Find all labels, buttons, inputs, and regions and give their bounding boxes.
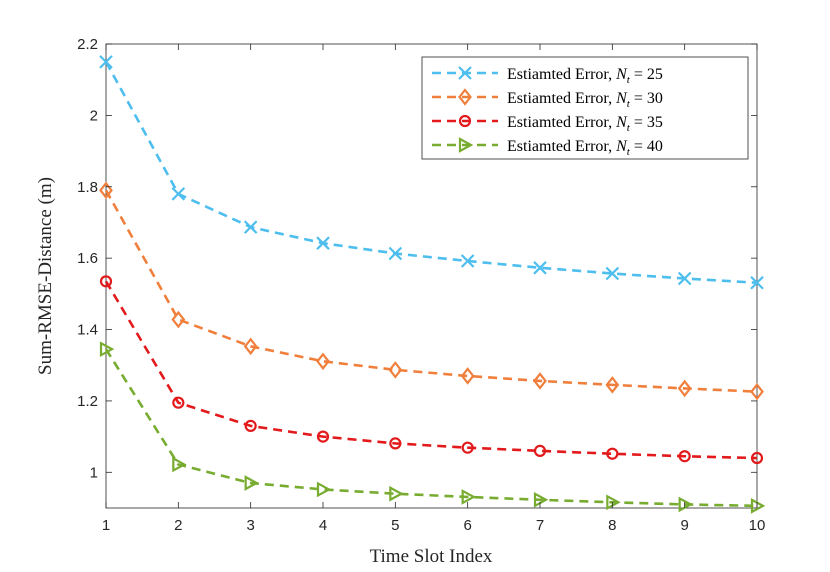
data-point [605, 376, 620, 394]
data-point [606, 447, 619, 460]
y-tick-label: 2 [90, 107, 98, 124]
data-point [99, 275, 113, 288]
data-point [243, 220, 258, 234]
data-point [460, 254, 475, 268]
data-point [244, 475, 259, 491]
series-3 [99, 275, 764, 465]
legend-label: Estiamted Error, Nt = 40 [507, 138, 663, 158]
legend-marker [458, 137, 474, 153]
series-line [104, 189, 758, 393]
legend-marker [458, 114, 472, 128]
x-tick-label: 9 [680, 517, 688, 534]
y-tick-label: 1.2 [77, 393, 98, 410]
x-tick-label: 3 [246, 517, 254, 534]
legend-label-suffix: = 25 [630, 66, 663, 83]
data-point [460, 367, 475, 385]
data-point [99, 181, 113, 200]
legend-label-suffix: = 35 [630, 114, 663, 131]
data-point [461, 489, 476, 505]
legend-label-subscript: t [627, 146, 631, 158]
data-point [171, 310, 186, 329]
legend-label-symbol: N [615, 114, 628, 131]
data-point [316, 430, 330, 443]
data-point [750, 451, 764, 465]
legend-marker [458, 88, 472, 106]
legend-label-suffix: = 30 [630, 90, 663, 107]
data-point [388, 246, 403, 261]
legend-label-symbol: N [615, 138, 628, 155]
data-point [99, 341, 115, 358]
series-4 [99, 341, 766, 514]
legend-label-prefix: Estiamted Error, [507, 90, 616, 107]
data-point [316, 236, 330, 250]
data-point [533, 444, 547, 457]
legend-label-symbol: N [615, 90, 628, 107]
x-tick-label: 10 [749, 517, 766, 534]
y-tick-label: 2.2 [77, 36, 98, 53]
y-tick-label: 1.4 [77, 322, 98, 339]
x-tick-label: 5 [391, 517, 399, 534]
data-point [99, 55, 113, 69]
legend-label-subscript: t [627, 98, 631, 110]
x-tick-label: 6 [463, 517, 471, 534]
legend-label: Estiamted Error, Nt = 25 [507, 66, 663, 86]
x-tick-label: 1 [102, 517, 110, 534]
data-point [172, 396, 185, 409]
data-point [388, 361, 403, 379]
data-point [533, 261, 547, 275]
data-point [677, 271, 692, 286]
data-point [389, 485, 404, 502]
y-tick-label: 1.8 [77, 179, 98, 196]
legend-label-prefix: Estiamted Error, [507, 138, 616, 155]
legend-label-symbol: N [615, 66, 628, 83]
data-point [678, 496, 693, 513]
data-point [461, 441, 474, 454]
legend-label-prefix: Estiamted Error, [507, 66, 616, 83]
y-tick-label: 1 [90, 464, 98, 481]
data-point [171, 187, 186, 201]
legend-item: Estiamted Error, Nt = 25 [432, 66, 663, 86]
legend-label-prefix: Estiamted Error, [507, 114, 616, 131]
series-line [104, 348, 758, 508]
legend-item: Estiamted Error, Nt = 35 [432, 114, 663, 134]
data-point [172, 456, 187, 473]
x-tick-label: 7 [536, 517, 544, 534]
y-axis-label: Sum-RMSE-Distance (m) [35, 177, 56, 375]
legend-marker [458, 66, 472, 80]
data-point [533, 491, 549, 508]
data-point [750, 382, 764, 401]
data-point [316, 352, 330, 371]
legend-label: Estiamted Error, Nt = 30 [507, 90, 663, 110]
data-point [389, 437, 402, 450]
y-tick-label: 1.6 [77, 250, 98, 267]
data-point [750, 498, 766, 514]
data-point [316, 481, 332, 498]
x-tick-label: 4 [319, 517, 327, 534]
x-axis-label: Time Slot Index [370, 546, 493, 567]
data-point [606, 494, 621, 511]
x-tick-label: 8 [608, 517, 616, 534]
x-tick-label: 2 [174, 517, 182, 534]
legend-label-subscript: t [627, 74, 631, 86]
series-line [104, 61, 758, 285]
series-line [104, 280, 758, 460]
data-point [243, 337, 258, 356]
legend-label-subscript: t [627, 122, 631, 134]
legend-label-suffix: = 40 [630, 138, 663, 155]
data-point [533, 372, 547, 390]
series-1 [99, 55, 764, 290]
data-point [605, 266, 620, 281]
data-point [244, 419, 257, 433]
legend-box [421, 56, 749, 160]
data-point [677, 379, 692, 398]
legend-item: Estiamted Error, Nt = 30 [432, 88, 663, 110]
legend-item: Estiamted Error, Nt = 40 [432, 137, 663, 158]
legend-label: Estiamted Error, Nt = 35 [507, 114, 663, 134]
data-point [750, 276, 764, 290]
data-point [678, 450, 691, 463]
series-2 [99, 181, 764, 401]
